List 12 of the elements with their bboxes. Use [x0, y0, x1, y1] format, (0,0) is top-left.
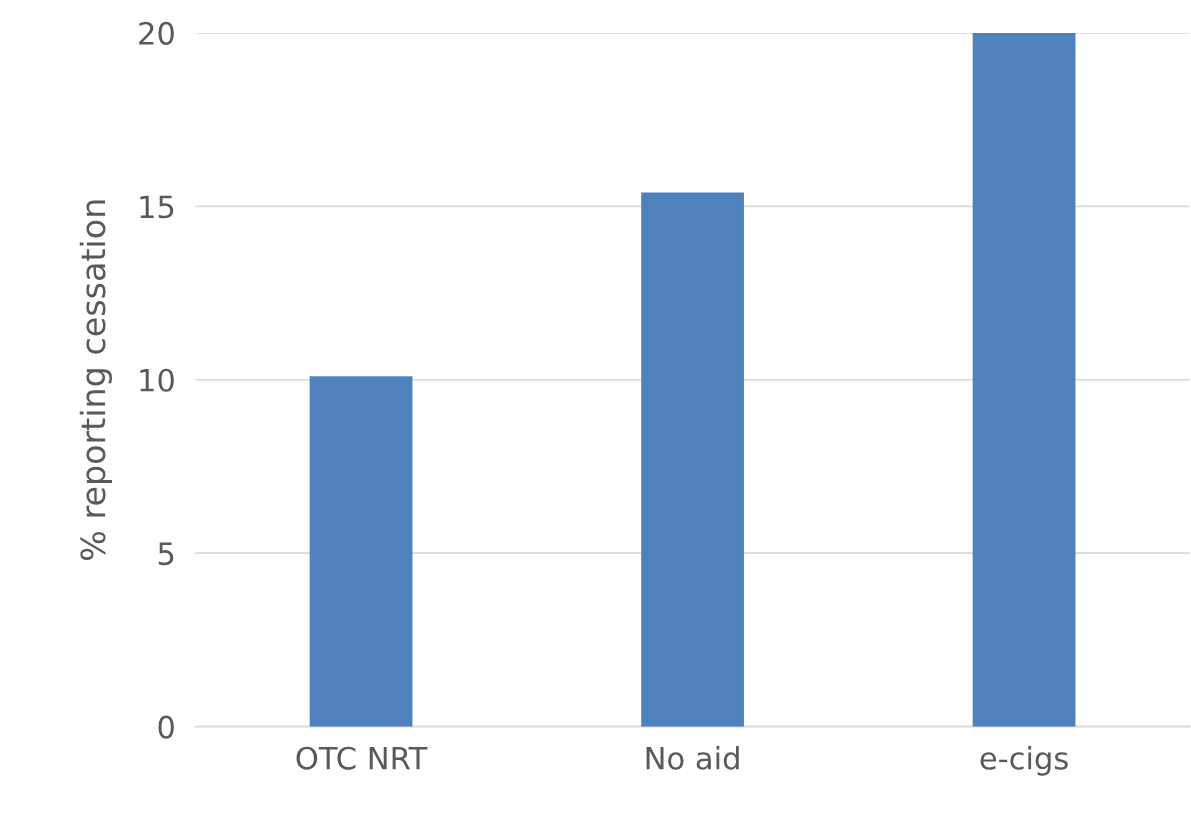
x-tick-label: e-cigs — [980, 746, 1068, 776]
y-axis-title: % reporting cessation — [79, 200, 112, 560]
y-tick-label: 0 — [158, 715, 174, 739]
x-tick-label: OTC NRT — [296, 746, 428, 770]
bar — [309, 376, 413, 727]
bar — [641, 192, 744, 727]
x-tick-label: No aid — [646, 746, 739, 770]
y-tick-label: 10 — [140, 368, 174, 392]
y-tick-label: 15 — [140, 195, 174, 219]
bar — [972, 32, 1076, 727]
y-tick-label: 20 — [139, 21, 174, 45]
y-tick-label: 5 — [158, 542, 174, 566]
